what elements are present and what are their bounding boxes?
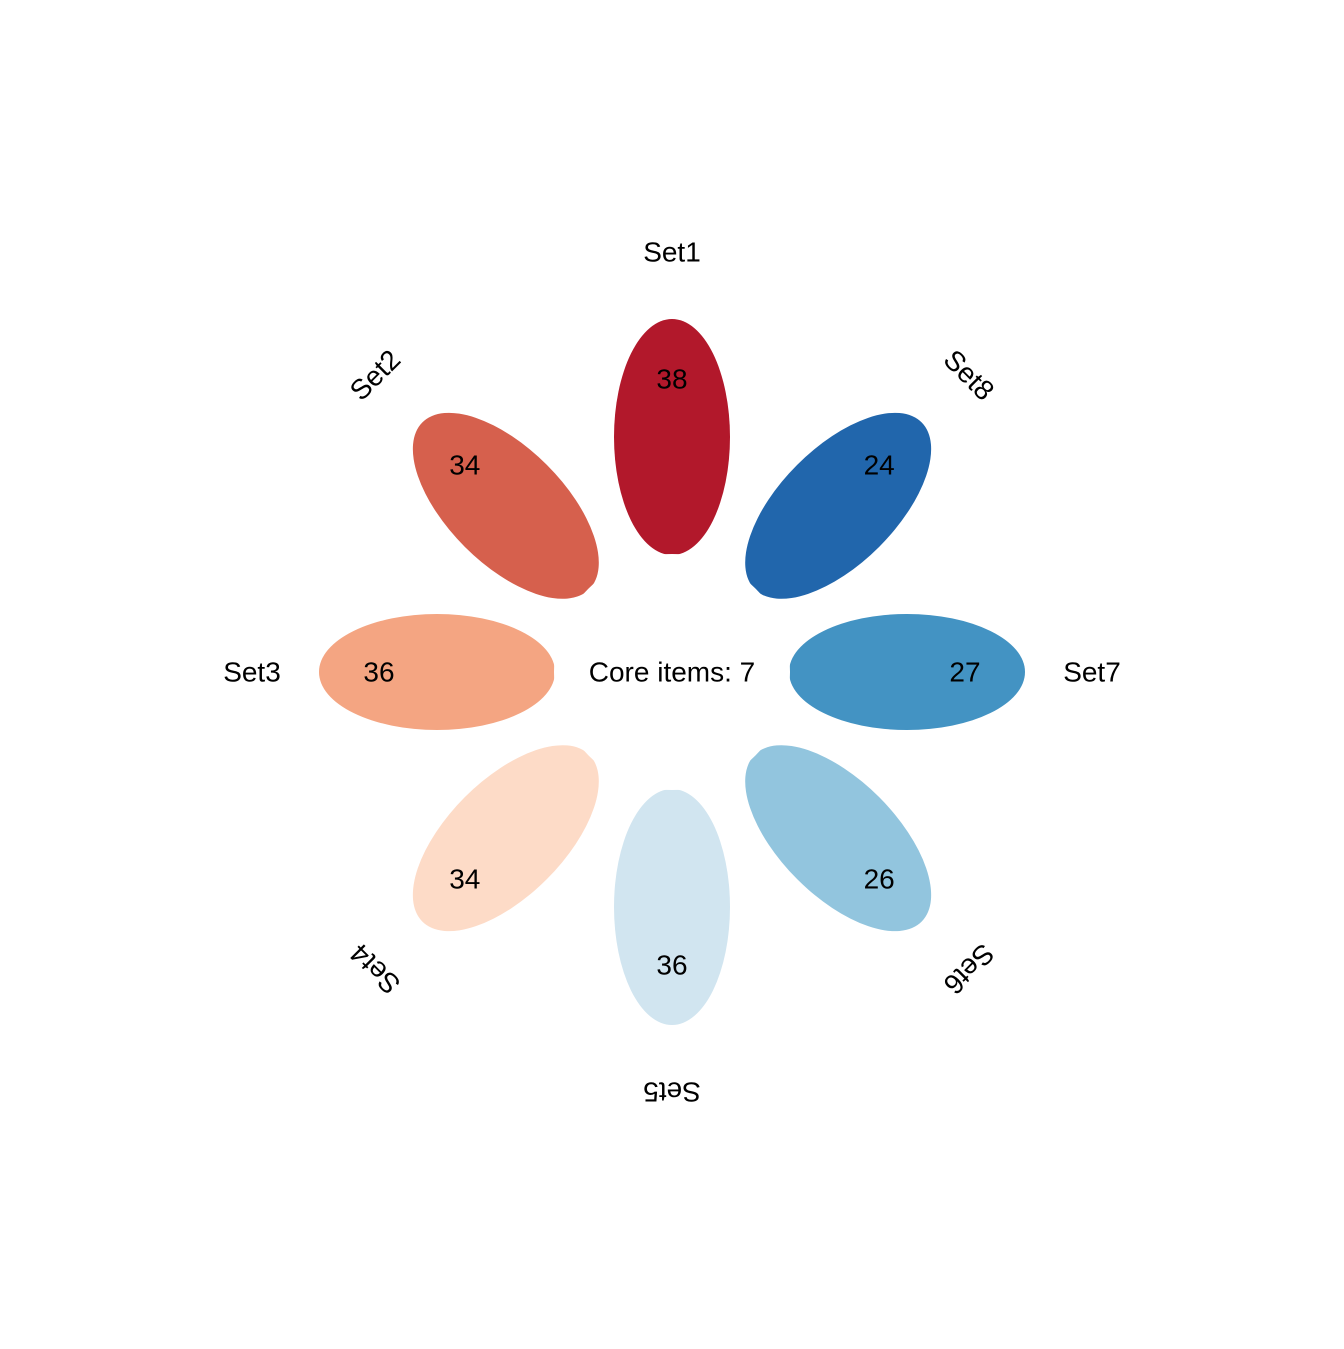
set-label-set8: Set8	[938, 344, 1001, 407]
petal-set5	[614, 789, 730, 1025]
petal-count-set8: 24	[864, 449, 895, 480]
count-layer: 38 34 36 34 36 26 27 24	[363, 364, 980, 981]
petal-set7	[789, 614, 1025, 730]
petal-set3	[319, 614, 555, 730]
set-label-set1: Set1	[643, 237, 701, 268]
set-label-set2: Set2	[344, 344, 407, 407]
petal-count-set5: 36	[656, 950, 687, 981]
petal-set2	[412, 412, 599, 599]
petal-layer	[319, 319, 1025, 1025]
petal-set4	[412, 745, 599, 932]
set-label-set3: Set3	[223, 657, 281, 688]
petal-count-set3: 36	[363, 657, 394, 688]
petal-count-set4: 34	[449, 864, 480, 895]
set-label-set4: Set4	[344, 938, 407, 1001]
petal-set6	[745, 745, 932, 932]
set-label-set5: Set5	[643, 1077, 701, 1108]
set-label-set7: Set7	[1063, 657, 1121, 688]
petal-count-set6: 26	[864, 864, 895, 895]
petal-count-set1: 38	[656, 364, 687, 395]
core-label: Core items: 7	[589, 657, 756, 688]
petal-set8	[745, 412, 932, 599]
core-circle	[554, 554, 790, 790]
petal-count-set2: 34	[449, 449, 480, 480]
petal-set1	[614, 319, 730, 555]
set-label-set6: Set6	[938, 938, 1001, 1001]
petal-count-set7: 27	[949, 657, 980, 688]
